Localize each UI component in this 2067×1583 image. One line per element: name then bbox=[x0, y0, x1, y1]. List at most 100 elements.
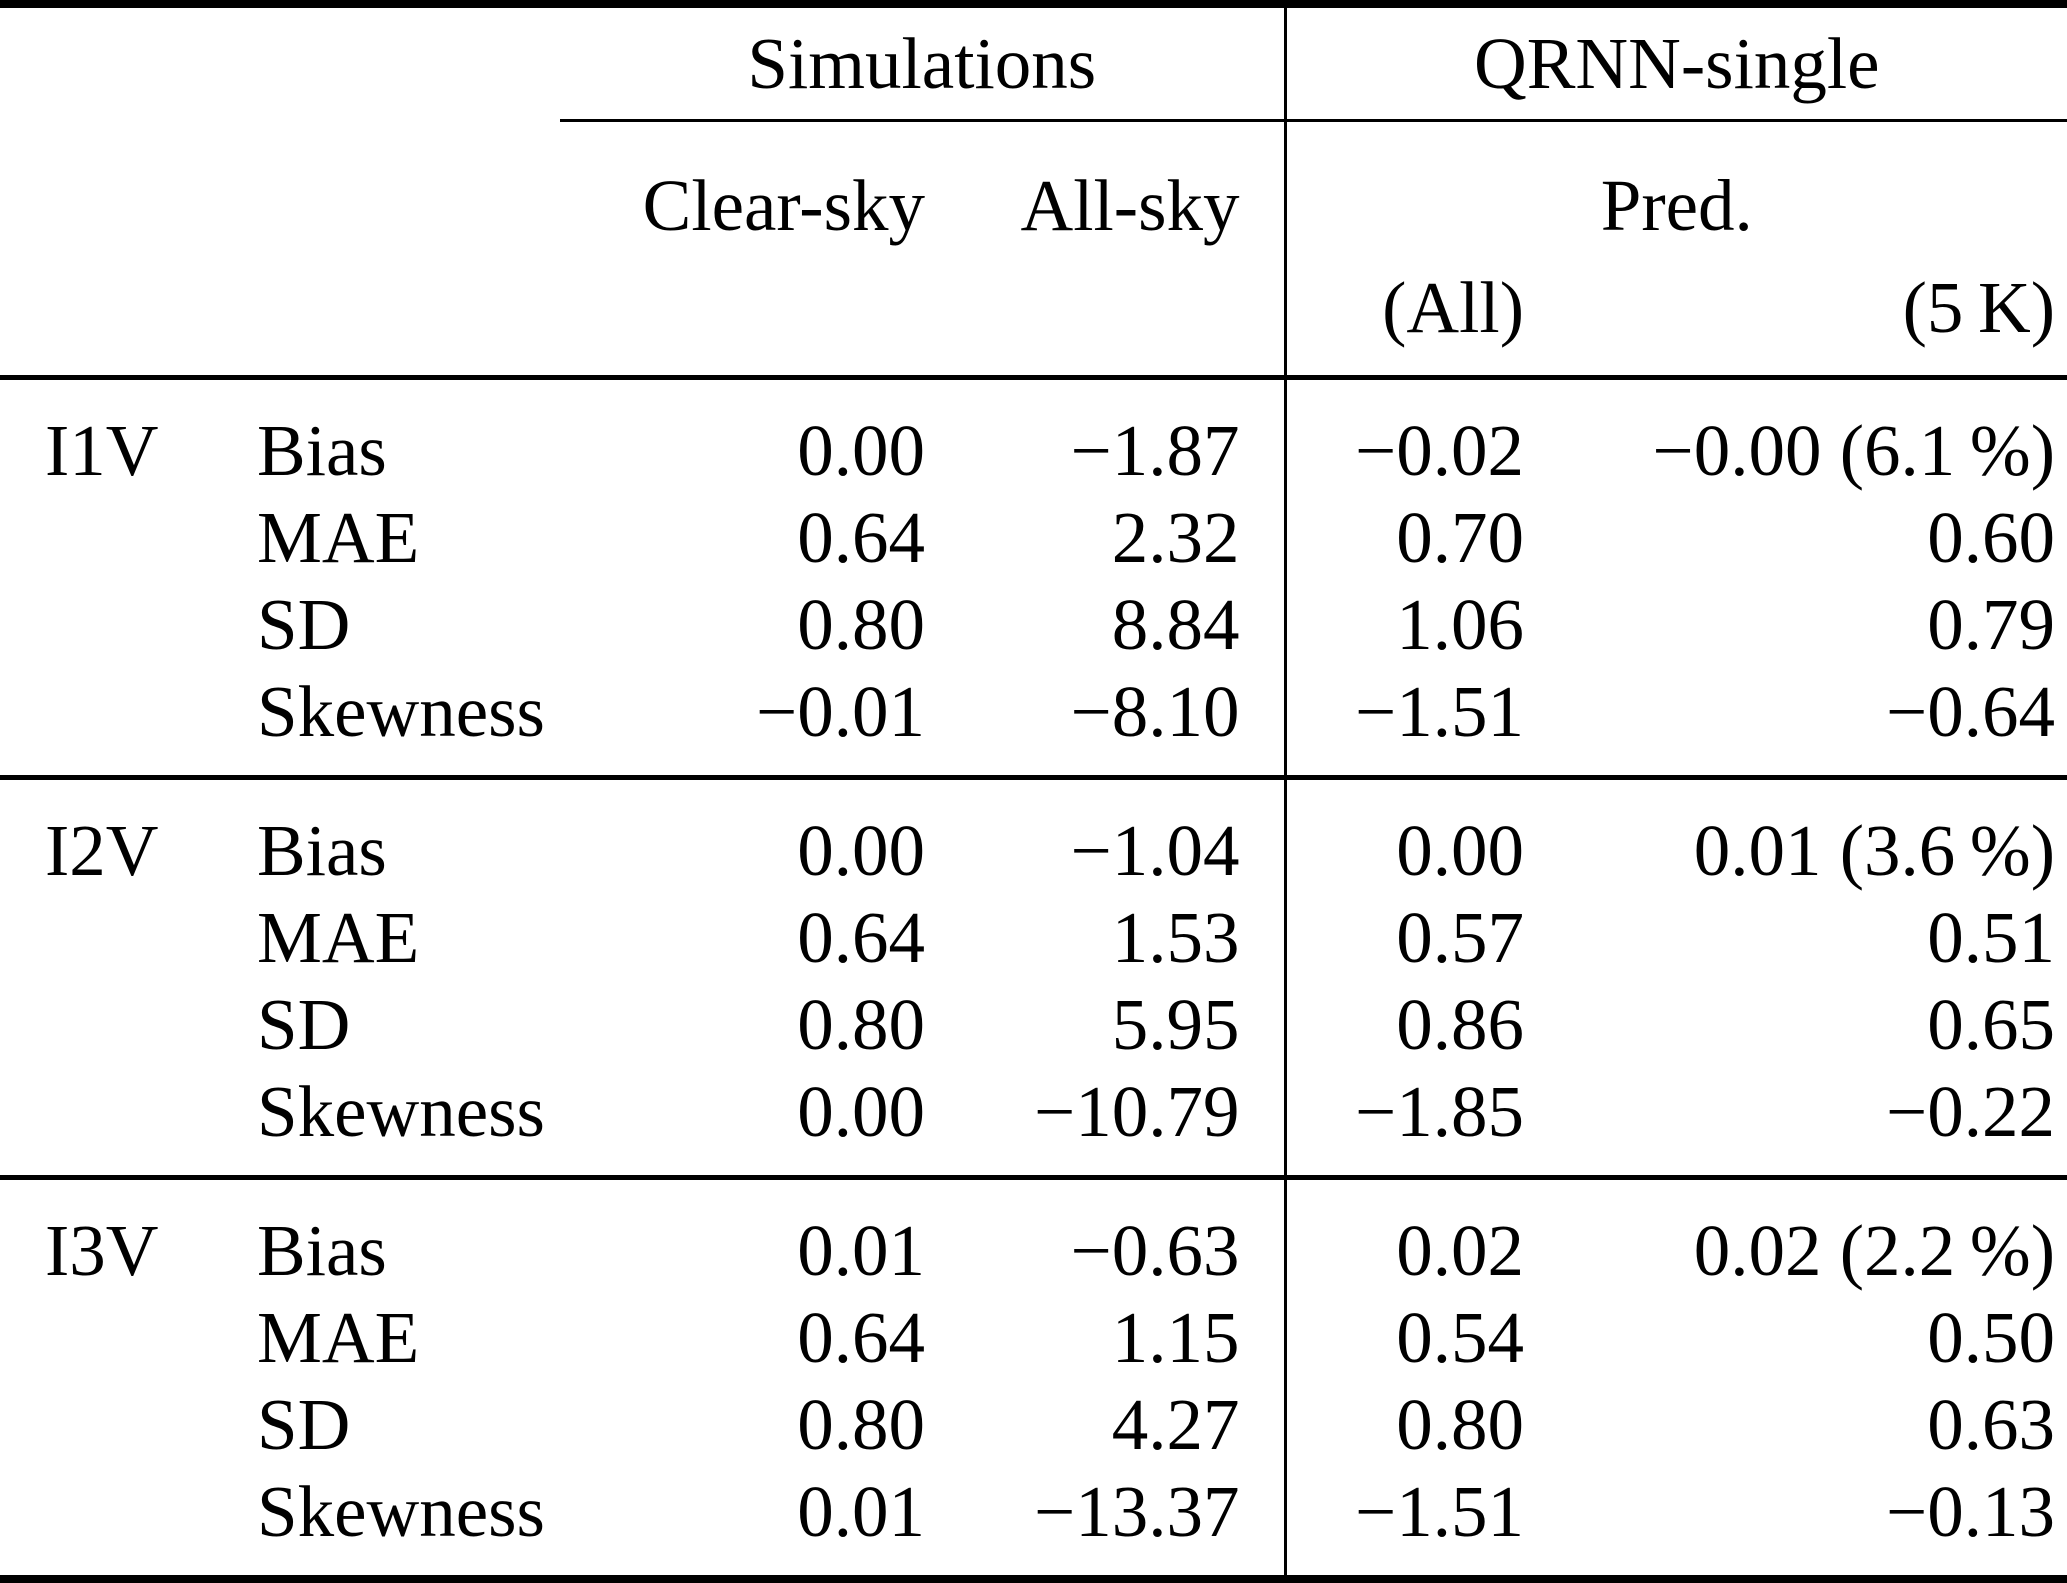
value-clear-sky: 0.01 bbox=[797, 1471, 925, 1552]
table-row: MAE 0.64 1.15 0.54 0.50 bbox=[0, 1294, 2067, 1381]
channel-label bbox=[0, 1068, 215, 1178]
value-pred-all: −1.51 bbox=[1283, 668, 1531, 778]
table-row: I2V Bias 0.00 −1.04 0.00 0.01 (3.6 %) bbox=[0, 775, 2067, 894]
header-col-clear-sky: Clear-sky bbox=[642, 165, 925, 246]
value-pred-5k: 0.63 bbox=[1927, 1384, 2056, 1465]
header-spacer bbox=[927, 262, 1286, 380]
table-row: MAE 0.64 2.32 0.70 0.60 bbox=[0, 494, 2067, 581]
table-row: Skewness −0.01 −8.10 −1.51 −0.64 bbox=[0, 668, 2067, 778]
channel-label bbox=[0, 581, 215, 668]
table-row: Skewness 0.00 −10.79 −1.85 −0.22 bbox=[0, 1068, 2067, 1178]
value-all-sky: 1.53 bbox=[1111, 897, 1240, 978]
value-clear-sky: 0.00 bbox=[797, 1071, 925, 1152]
value-pred-5k: −0.13 bbox=[1886, 1471, 2056, 1552]
stat-label: MAE bbox=[257, 1297, 420, 1378]
value-pred-5k: −0.00 (6.1 %) bbox=[1652, 410, 2056, 491]
header-col-pred: Pred. bbox=[1283, 120, 2067, 262]
header-spacer bbox=[560, 262, 927, 380]
stat-label: SD bbox=[257, 984, 351, 1065]
channel-label: I3V bbox=[0, 1175, 215, 1294]
table-row: SD 0.80 5.95 0.86 0.65 bbox=[0, 981, 2067, 1068]
value-all-sky: 1.15 bbox=[1111, 1297, 1240, 1378]
value-pred-5k: 0.01 (3.6 %) bbox=[1530, 775, 2067, 894]
stat-label: MAE bbox=[257, 497, 420, 578]
header-sub-all: (All) bbox=[1283, 262, 1531, 380]
table-row: I3V Bias 0.01 −0.63 0.02 0.02 (2.2 %) bbox=[0, 1175, 2067, 1294]
stat-label: SD bbox=[257, 1384, 351, 1465]
value-pred-5k: 0.02 (2.2 %) bbox=[1530, 1175, 2067, 1294]
channel-label bbox=[0, 1381, 215, 1468]
value-pred-all: 0.00 bbox=[1283, 775, 1531, 894]
header-spacer bbox=[0, 262, 560, 380]
channel-label bbox=[0, 494, 215, 581]
stat-label: Skewness bbox=[257, 1071, 545, 1152]
header-group-row: Simulations QRNN-single bbox=[0, 4, 2067, 122]
value-pred-5k: −0.22 bbox=[1886, 1071, 2056, 1152]
channel-label bbox=[0, 981, 215, 1068]
header-spacer bbox=[0, 121, 560, 263]
value-all-sky: −10.79 bbox=[1034, 1071, 1240, 1152]
value-all-sky: −8.10 bbox=[1070, 671, 1240, 752]
value-clear-sky: 0.01 bbox=[560, 1175, 927, 1294]
value-pred-all: −1.85 bbox=[1283, 1068, 1531, 1178]
stat-label: Skewness bbox=[257, 1471, 545, 1552]
header-sub-5k: (5 K) bbox=[1530, 262, 2067, 380]
value-pred-all: 1.06 bbox=[1283, 581, 1531, 668]
channel-label: I1V bbox=[45, 410, 159, 491]
value-all-sky: −1.04 bbox=[927, 775, 1286, 894]
table-row: SD 0.80 8.84 1.06 0.79 bbox=[0, 581, 2067, 668]
channel-label bbox=[0, 894, 215, 981]
header-pred-sub-row: (All) (5 K) bbox=[0, 262, 2067, 380]
channel-label bbox=[0, 668, 215, 778]
value-clear-sky: 0.00 bbox=[560, 775, 927, 894]
stat-label: Bias bbox=[215, 775, 560, 894]
value-clear-sky: 0.64 bbox=[797, 497, 925, 578]
value-pred-all: 0.54 bbox=[1283, 1294, 1531, 1381]
value-pred-5k: −0.64 bbox=[1886, 671, 2056, 752]
channel-label bbox=[0, 1468, 215, 1579]
value-pred-5k: 0.60 bbox=[1927, 497, 2056, 578]
channel-label bbox=[0, 1294, 215, 1381]
table-row: SD 0.80 4.27 0.80 0.63 bbox=[0, 1381, 2067, 1468]
table-row: MAE 0.64 1.53 0.57 0.51 bbox=[0, 894, 2067, 981]
table-row: Skewness 0.01 −13.37 −1.51 −0.13 bbox=[0, 1468, 2067, 1579]
value-pred-all: −0.02 bbox=[1283, 377, 1531, 494]
value-clear-sky: 0.80 bbox=[797, 1384, 925, 1465]
header-group-simulations: Simulations bbox=[560, 4, 1286, 122]
value-clear-sky: 0.80 bbox=[797, 984, 925, 1065]
value-pred-5k: 0.50 bbox=[1927, 1297, 2056, 1378]
value-pred-all: 0.57 bbox=[1283, 894, 1531, 981]
value-pred-5k: 0.65 bbox=[1927, 984, 2056, 1065]
stat-label: Bias bbox=[215, 1175, 560, 1294]
value-clear-sky: 0.64 bbox=[797, 1297, 925, 1378]
stat-label: Skewness bbox=[257, 671, 545, 752]
value-clear-sky: 0.00 bbox=[797, 410, 925, 491]
value-all-sky: 5.95 bbox=[1111, 984, 1240, 1065]
value-pred-all: 0.02 bbox=[1283, 1175, 1531, 1294]
value-pred-all: 0.86 bbox=[1283, 981, 1531, 1068]
header-group-qrnn-single: QRNN-single bbox=[1283, 4, 2067, 122]
value-all-sky: 4.27 bbox=[1111, 1384, 1240, 1465]
value-pred-all: 0.70 bbox=[1283, 494, 1531, 581]
value-pred-5k: 0.79 bbox=[1927, 584, 2056, 665]
value-all-sky: 8.84 bbox=[1111, 584, 1240, 665]
value-all-sky: −0.63 bbox=[927, 1175, 1286, 1294]
stat-label: Bias bbox=[257, 410, 387, 491]
header-col-all-sky: All-sky bbox=[1020, 165, 1240, 246]
stat-label: SD bbox=[257, 584, 351, 665]
header-subcolumn-row: Clear-sky All-sky Pred. bbox=[0, 120, 2067, 263]
value-pred-all: 0.80 bbox=[1283, 1381, 1531, 1468]
table-row: I1V Bias 0.00 −1.87 −0.02 −0.00 (6.1 %) bbox=[0, 377, 2067, 494]
value-clear-sky: 0.80 bbox=[797, 584, 925, 665]
value-pred-all: −1.51 bbox=[1283, 1468, 1531, 1579]
header-spacer bbox=[0, 4, 560, 121]
value-clear-sky: −0.01 bbox=[756, 671, 925, 752]
stat-label: MAE bbox=[257, 897, 420, 978]
channel-label: I2V bbox=[0, 775, 215, 894]
value-all-sky: −1.87 bbox=[1070, 410, 1240, 491]
value-all-sky: 2.32 bbox=[1111, 497, 1240, 578]
value-pred-5k: 0.51 bbox=[1927, 897, 2056, 978]
value-clear-sky: 0.64 bbox=[797, 897, 925, 978]
value-all-sky: −13.37 bbox=[1034, 1471, 1240, 1552]
